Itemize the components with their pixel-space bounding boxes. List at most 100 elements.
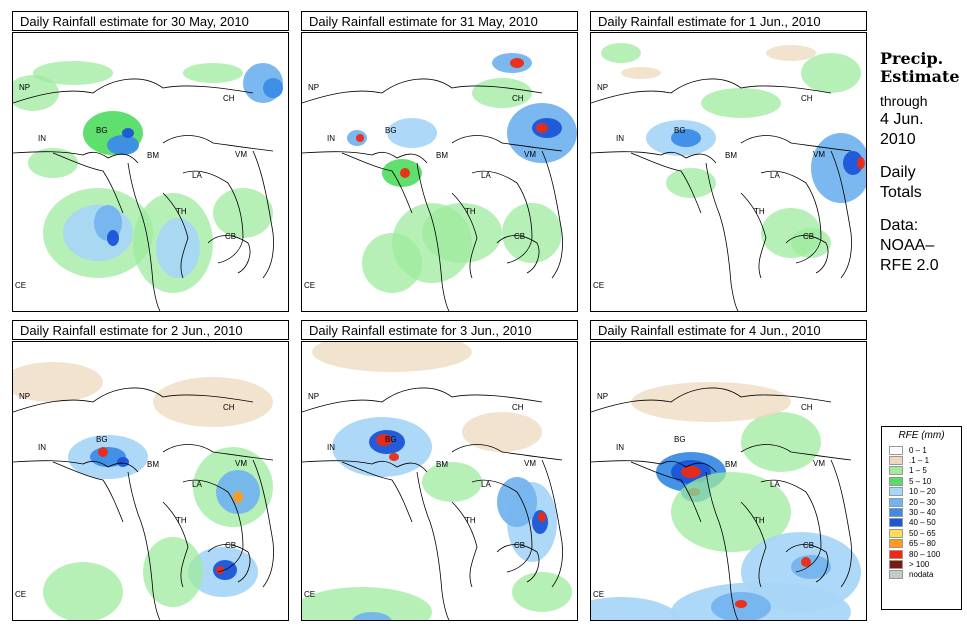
country-label-bm: BM: [147, 460, 159, 469]
panel-title: Daily Rainfall estimate for 1 Jun., 2010: [590, 11, 867, 31]
rainfall-area: [387, 118, 437, 148]
panel-4-jun: Daily Rainfall estimate for 4 Jun., 2010…: [590, 320, 867, 621]
map-canvas: NP CH IN BG BM VM LA TH CB CE: [302, 53, 577, 311]
rainfall-map: NP CH IN BG BM VM LA TH CB CE: [12, 341, 289, 621]
legend-label: 5 – 10: [909, 476, 932, 486]
rainfall-area: [801, 53, 861, 93]
rainfall-area: [801, 557, 811, 567]
country-label-np: NP: [19, 83, 30, 92]
border-line: [13, 78, 254, 104]
border-line: [13, 460, 139, 473]
country-label-np: NP: [308, 83, 319, 92]
legend-label: 0 – 1: [909, 445, 927, 455]
panel-1-jun: Daily Rainfall estimate for 1 Jun., 2010…: [590, 11, 867, 312]
border-line: [207, 544, 251, 583]
country-label-vm: VM: [813, 459, 825, 468]
border-line: [760, 479, 822, 573]
panel-title: Daily Rainfall estimate for 30 May, 2010: [12, 11, 289, 31]
border-line: [591, 387, 832, 413]
country-label-bm: BM: [436, 460, 448, 469]
legend-label: 40 – 50: [909, 518, 936, 528]
legend-label: nodata: [909, 570, 934, 580]
rainfall-area: [701, 88, 781, 118]
legend-item: 65 – 80: [882, 539, 961, 549]
country-label-np: NP: [597, 83, 608, 92]
country-label-vm: VM: [524, 459, 536, 468]
country-label-la: LA: [770, 480, 780, 489]
rainfall-map: NP CH IN BG BM VM LA TH CB CE: [590, 32, 867, 312]
rainfall-area: [356, 134, 364, 142]
legend-item: > 100: [882, 559, 961, 569]
border-line: [705, 471, 739, 620]
legend-label: 80 – 100: [909, 549, 941, 559]
border-line: [451, 501, 478, 588]
country-label-vm: VM: [813, 150, 825, 159]
legend-label: 20 – 30: [909, 497, 936, 507]
legend-swatch: [889, 528, 903, 538]
through-label: through: [880, 93, 928, 109]
country-label-cb: CB: [225, 541, 236, 550]
border-line: [496, 235, 540, 274]
border-line: [496, 544, 540, 583]
border-line: [127, 162, 161, 311]
country-label-in: IN: [327, 443, 335, 452]
country-label-bg: BG: [674, 435, 686, 444]
country-label-vm: VM: [524, 150, 536, 159]
rainfall-area: [857, 157, 865, 169]
country-label-bm: BM: [436, 151, 448, 160]
border-line: [162, 192, 189, 279]
heading-line-2: Estimate: [880, 67, 960, 86]
country-label-ce: CE: [593, 281, 604, 290]
country-label-ce: CE: [15, 281, 26, 290]
legend-item: .1 – 1: [882, 455, 961, 466]
country-label-la: LA: [192, 171, 202, 180]
rainfall-area: [766, 45, 816, 61]
country-label-bg: BG: [96, 126, 108, 135]
legend-item: 30 – 40: [882, 507, 961, 518]
rainfall-area: [811, 133, 866, 203]
border-line: [740, 192, 767, 279]
border-line: [302, 460, 428, 473]
map-canvas: NP CH IN BG BM VM LA TH CB CE: [591, 382, 861, 620]
country-label-bg: BG: [385, 435, 397, 444]
country-label-in: IN: [616, 134, 624, 143]
country-label-ch: CH: [801, 403, 813, 412]
rainfall-area: [43, 562, 123, 620]
rainfall-area: [352, 612, 392, 620]
data-line-1: Data:: [880, 217, 919, 234]
border-line: [252, 459, 274, 588]
rainfall-area: [122, 128, 134, 138]
border-line: [830, 459, 852, 588]
rainfall-area: [671, 129, 701, 147]
border-line: [13, 387, 254, 413]
legend-item: 40 – 50: [882, 518, 961, 528]
rainfall-map: NP CH IN BG BM VM LA TH CB CE: [590, 341, 867, 621]
border-line: [302, 78, 543, 104]
rainfall-area: [302, 587, 432, 620]
legend-label: .1 – 1: [909, 456, 930, 466]
border-line: [705, 162, 739, 311]
panel-title: Daily Rainfall estimate for 2 Jun., 2010: [12, 320, 289, 340]
border-line: [302, 387, 543, 413]
rainfall-area: [107, 135, 139, 155]
rainfall-area: [631, 382, 791, 422]
rainfall-area: [263, 78, 283, 98]
border-line: [162, 444, 274, 461]
rainfall-area: [33, 61, 113, 85]
panel-3-jun: Daily Rainfall estimate for 3 Jun., 2010…: [301, 320, 578, 621]
legend-item: 20 – 30: [882, 497, 961, 507]
border-line: [740, 135, 852, 152]
country-label-ch: CH: [801, 94, 813, 103]
rainfall-area: [216, 566, 224, 574]
country-label-vm: VM: [235, 459, 247, 468]
rainfall-area: [400, 168, 410, 178]
map-canvas: NP CH IN BG BM VM LA TH CB CE: [13, 61, 283, 311]
rainfall-area: [472, 78, 532, 108]
border-line: [471, 479, 533, 573]
legend-swatch: [889, 508, 903, 518]
country-label-la: LA: [481, 171, 491, 180]
rainfall-area: [538, 512, 546, 522]
border-line: [830, 150, 852, 279]
rainfall-area: [591, 597, 681, 620]
